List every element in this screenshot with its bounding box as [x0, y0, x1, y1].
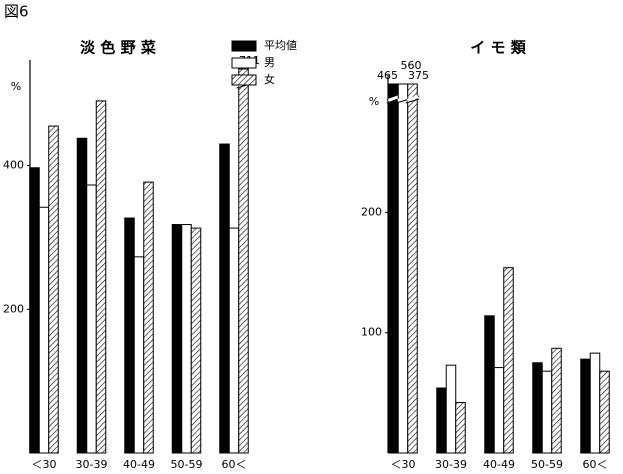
bar	[86, 184, 97, 454]
y-tick-label: 400	[3, 159, 24, 172]
x-tick-label: 50-59	[171, 458, 203, 471]
y-axis-label: %	[11, 80, 21, 93]
bar	[445, 364, 457, 454]
x-tick-label: 60＜	[583, 458, 608, 471]
y-tick-label: 200	[361, 205, 382, 218]
y-axis-label: %	[369, 95, 379, 108]
figure-label: 図6	[4, 3, 29, 21]
x-tick-label: 40-49	[483, 458, 515, 471]
legend-label: 平均値	[264, 39, 297, 52]
bar	[388, 83, 399, 454]
chart-title: イ モ 類	[470, 39, 526, 57]
bar	[76, 137, 88, 454]
bar	[238, 68, 249, 454]
x-tick-label: 60＜	[222, 458, 247, 471]
legend-label: 女	[264, 72, 275, 86]
x-tick-label: ＜30	[391, 458, 416, 471]
bar	[436, 387, 447, 454]
x-tick-label: ＜30	[32, 458, 57, 471]
bar	[493, 367, 505, 454]
bar	[219, 143, 230, 454]
bar	[599, 370, 610, 454]
bar	[38, 206, 50, 454]
bar	[29, 167, 40, 454]
bar	[541, 370, 553, 454]
bar	[181, 224, 192, 454]
bar	[551, 347, 562, 454]
bar	[190, 227, 202, 454]
bar	[48, 125, 59, 454]
bar	[228, 227, 240, 454]
bar	[484, 315, 495, 454]
bar	[455, 401, 466, 454]
legend-label: 男	[264, 56, 275, 69]
x-tick-label: 30-39	[76, 458, 108, 471]
bar	[95, 100, 107, 454]
value-label: 465	[377, 69, 398, 82]
x-tick-label: 40-49	[123, 458, 155, 471]
y-tick-label: 200	[3, 302, 24, 315]
bar	[580, 358, 591, 454]
legend-swatch	[231, 74, 257, 86]
value-label: 560	[401, 59, 422, 72]
bar	[143, 181, 154, 454]
break-gap	[397, 95, 410, 102]
x-tick-label: 50-59	[531, 458, 563, 471]
bar	[503, 267, 514, 454]
bar	[407, 83, 418, 454]
value-label: 375	[408, 69, 429, 82]
y-tick-label: 100	[361, 326, 382, 339]
break-gap	[406, 95, 419, 102]
bar	[589, 352, 601, 454]
bar	[397, 83, 409, 454]
chart-title: 淡 色 野 菜	[80, 39, 156, 57]
x-tick-label: 30-39	[435, 458, 467, 471]
bar	[532, 362, 543, 454]
legend-swatch	[231, 57, 257, 69]
bar	[171, 224, 183, 454]
break-gap	[387, 95, 400, 102]
bar	[133, 256, 145, 454]
bar	[124, 217, 135, 454]
legend-swatch	[231, 40, 257, 52]
